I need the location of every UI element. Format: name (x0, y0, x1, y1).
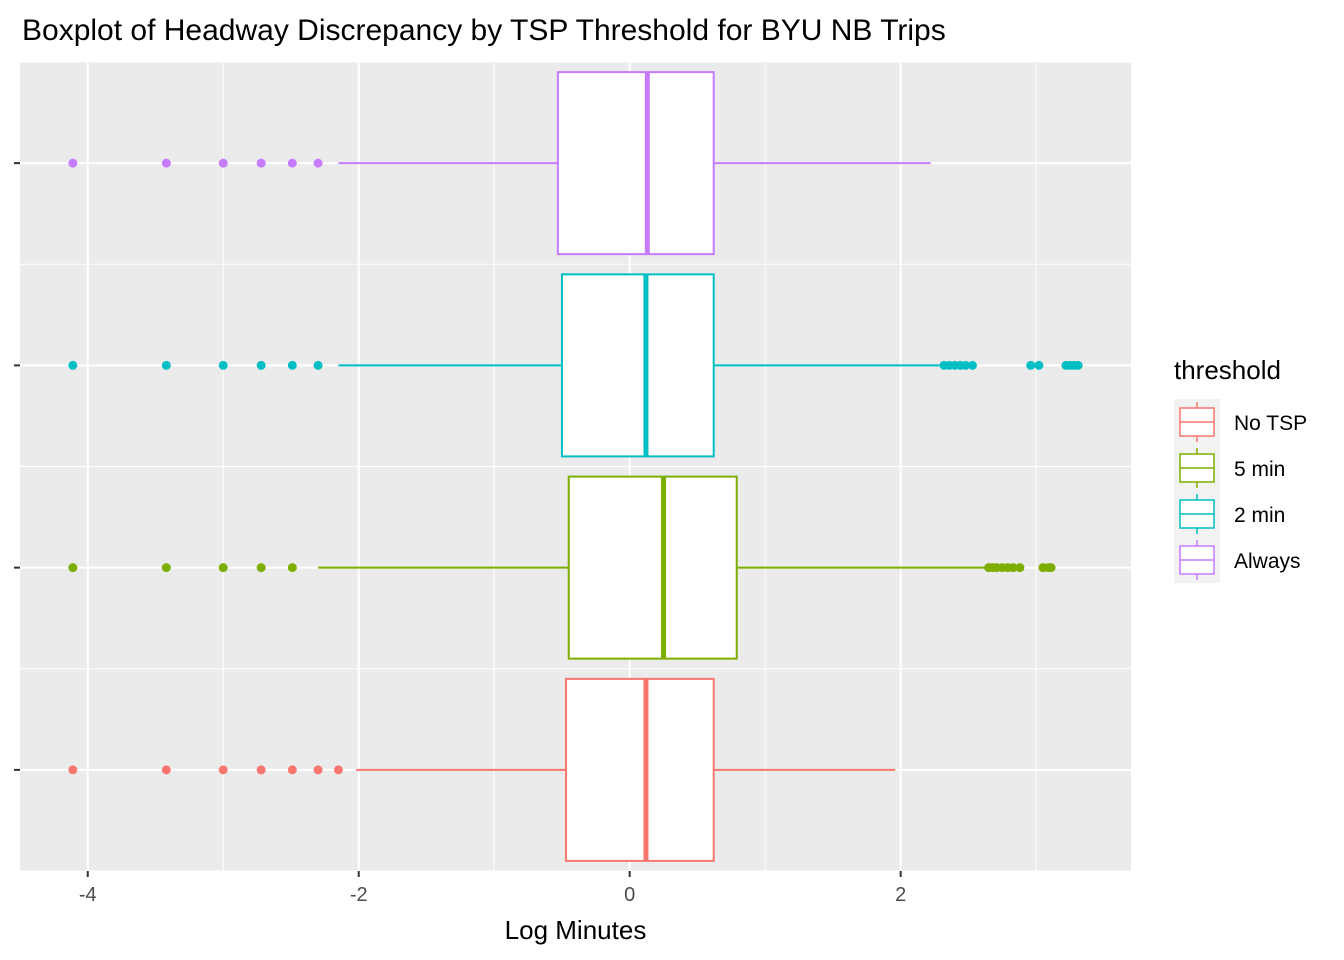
legend-item-always: Always (1174, 537, 1301, 583)
outlier-point (218, 765, 228, 775)
outlier-point (313, 360, 323, 370)
x-tick-label: -2 (350, 884, 368, 906)
outlier-point (287, 158, 297, 168)
outlier-point (1046, 563, 1056, 573)
minor-gridlines (20, 61, 1131, 872)
outlier-point (313, 158, 323, 168)
iqr-box (567, 475, 738, 660)
iqr-box (565, 677, 715, 862)
outlier-point (218, 360, 228, 370)
legend-item-5-min: 5 min (1174, 445, 1285, 491)
outlier-point (287, 360, 297, 370)
outlier-point (1015, 563, 1025, 573)
outlier-point (967, 360, 977, 370)
boxplot-series (68, 71, 1083, 862)
boxplot-always (68, 71, 931, 256)
outlier-point (256, 765, 266, 775)
legend-label: 2 min (1234, 504, 1285, 527)
outlier-point (218, 158, 228, 168)
iqr-box (560, 273, 715, 458)
outlier-point (68, 563, 78, 573)
outlier-point (256, 360, 266, 370)
legend: threshold No TSP 5 min 2 min Always (1174, 355, 1307, 583)
outlier-point (333, 765, 343, 775)
outlier-point (1026, 360, 1036, 370)
legend-item-no-tsp: No TSP (1174, 399, 1307, 445)
outlier-point (961, 360, 971, 370)
legend-title: threshold (1174, 355, 1281, 385)
outlier-point (218, 563, 228, 573)
outlier-point (161, 563, 171, 573)
chart-title: Boxplot of Headway Discrepancy by TSP Th… (22, 14, 946, 47)
legend-label: Always (1234, 550, 1301, 573)
outlier-point (287, 765, 297, 775)
outlier-point (68, 158, 78, 168)
x-tick-label: -4 (79, 884, 97, 906)
x-tick-label: 2 (895, 884, 906, 906)
outlier-point (256, 158, 266, 168)
outlier-point (161, 360, 171, 370)
boxplot-no-tsp (68, 677, 896, 862)
outlier-point (68, 765, 78, 775)
outlier-point (313, 765, 323, 775)
boxplot-5-min (68, 475, 1056, 660)
x-tick-label: 0 (624, 884, 635, 906)
x-axis: -4 -2 0 2 (14, 162, 906, 906)
outlier-point (161, 158, 171, 168)
x-axis-title: Log Minutes (505, 915, 647, 945)
outlier-point (1073, 360, 1083, 370)
legend-label: 5 min (1234, 458, 1285, 481)
outlier-point (1034, 360, 1044, 370)
outlier-point (1008, 563, 1018, 573)
outlier-point (287, 563, 297, 573)
legend-item-2-min: 2 min (1174, 491, 1285, 537)
legend-label: No TSP (1234, 412, 1307, 435)
iqr-box (556, 71, 715, 256)
outlier-point (68, 360, 78, 370)
outlier-point (161, 765, 171, 775)
outlier-point (256, 563, 266, 573)
boxplot-2-min (68, 273, 1083, 458)
